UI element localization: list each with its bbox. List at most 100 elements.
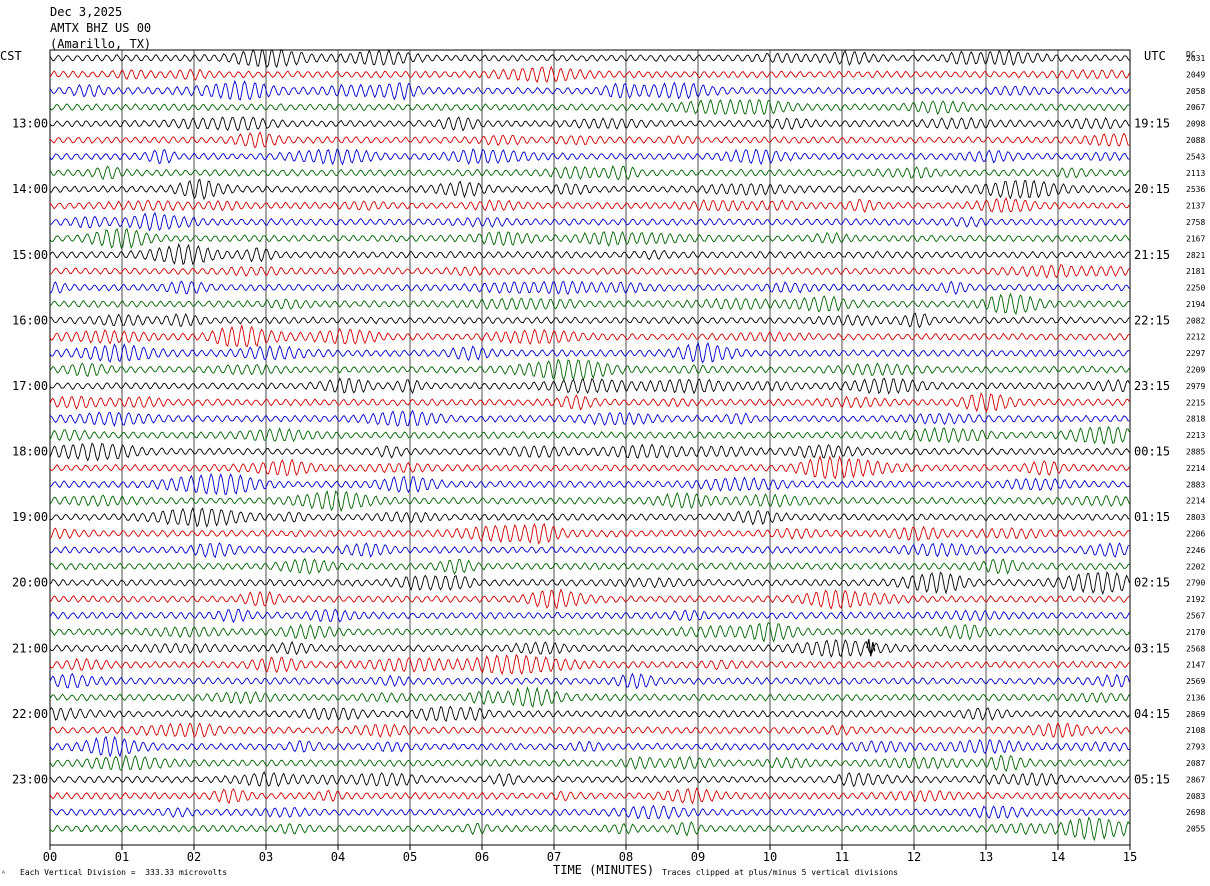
trace-line bbox=[49, 542, 1130, 559]
trace-line bbox=[49, 312, 1130, 329]
plot-frame bbox=[49, 49, 1131, 846]
trace-line bbox=[49, 490, 1130, 513]
x-tick-label: 15 bbox=[1123, 850, 1137, 864]
trace-line bbox=[49, 588, 1130, 610]
x-tick-label: 01 bbox=[115, 850, 129, 864]
trace-line bbox=[49, 735, 1130, 758]
trace-line bbox=[49, 79, 1130, 101]
utc-hour-label: 05:15 bbox=[1134, 772, 1170, 786]
trace-line bbox=[49, 522, 1130, 545]
dc-offset-label: 2250 bbox=[1186, 284, 1205, 293]
dc-offset-label: 2215 bbox=[1186, 398, 1205, 407]
trace-line bbox=[49, 323, 1130, 348]
dc-offset-label: 2979 bbox=[1186, 382, 1205, 391]
trace-line bbox=[49, 263, 1130, 279]
dc-offset-label: 2567 bbox=[1186, 611, 1205, 620]
trace-line bbox=[49, 653, 1130, 676]
dc-offset-label: 2136 bbox=[1186, 693, 1205, 702]
utc-hour-label: 19:15 bbox=[1134, 117, 1170, 131]
dc-offset-label: 2246 bbox=[1186, 546, 1205, 555]
trace-line bbox=[49, 358, 1130, 382]
utc-hour-label: 20:15 bbox=[1134, 182, 1170, 196]
trace-line bbox=[49, 472, 1130, 495]
cst-hour-label: 20:00 bbox=[12, 576, 48, 590]
dc-offset-label: 2147 bbox=[1186, 661, 1205, 670]
trace-line bbox=[49, 164, 1130, 181]
dc-offset-label: 2297 bbox=[1186, 349, 1205, 358]
header-date: Dec 3,2025 bbox=[50, 5, 123, 19]
dc-offset-label: 2194 bbox=[1186, 300, 1205, 309]
dc-offset-label: 2058 bbox=[1186, 87, 1205, 96]
trace-line bbox=[49, 392, 1130, 413]
utc-hour-label: 04:15 bbox=[1134, 707, 1170, 721]
trace-line bbox=[49, 787, 1130, 805]
dc-offset-label: 2202 bbox=[1186, 562, 1205, 571]
x-tick-label: 14 bbox=[1051, 850, 1065, 864]
event-spike bbox=[866, 639, 876, 657]
trace-line bbox=[49, 608, 1130, 624]
x-tick-label: 07 bbox=[547, 850, 561, 864]
utc-hour-label: 21:15 bbox=[1134, 248, 1170, 262]
dc-offset-label: 2790 bbox=[1186, 579, 1205, 588]
x-tick-label: 06 bbox=[475, 850, 489, 864]
header-station: AMTX BHZ US 00 bbox=[50, 21, 152, 35]
trace-line bbox=[49, 409, 1130, 427]
dc-offset-label: 2083 bbox=[1186, 792, 1205, 801]
utc-hour-label: 00:15 bbox=[1134, 445, 1170, 459]
trace-line bbox=[49, 148, 1130, 166]
cst-hour-label: 21:00 bbox=[12, 641, 48, 655]
trace-line bbox=[49, 48, 1130, 69]
trace-line bbox=[49, 131, 1130, 148]
x-tick-label: 00 bbox=[43, 850, 57, 864]
trace-line bbox=[49, 116, 1130, 132]
cst-hour-label: 13:00 bbox=[12, 117, 48, 131]
dc-offset-label: 2108 bbox=[1186, 726, 1205, 735]
dc-offset-label: 2869 bbox=[1186, 710, 1205, 719]
trace-line bbox=[49, 804, 1130, 820]
scale-marker-icon: ᴬ bbox=[1, 869, 6, 878]
dc-offset-label: 2209 bbox=[1186, 366, 1205, 375]
trace-line bbox=[49, 639, 1130, 659]
header-location: (Amarillo, TX) bbox=[50, 37, 152, 51]
dc-offset-label: 2137 bbox=[1186, 202, 1205, 211]
dc-offset-label: 2214 bbox=[1186, 464, 1205, 473]
cst-hour-label: 16:00 bbox=[12, 313, 48, 327]
utc-hour-label: 22:15 bbox=[1134, 313, 1170, 327]
trace-line bbox=[49, 570, 1130, 596]
trace-line bbox=[49, 705, 1130, 723]
x-tick-label: 12 bbox=[907, 850, 921, 864]
dc-offset-label: 2885 bbox=[1186, 448, 1205, 457]
dc-offset-label: 2867 bbox=[1186, 775, 1205, 784]
trace-line bbox=[49, 621, 1130, 643]
dc-offset-label: 2031 bbox=[1186, 54, 1205, 63]
trace-line bbox=[49, 98, 1130, 116]
cst-hour-label: 17:00 bbox=[12, 379, 48, 393]
dc-offset-label: 2192 bbox=[1186, 595, 1205, 604]
dc-offset-label: 2698 bbox=[1186, 808, 1205, 817]
dc-offset-label: 2212 bbox=[1186, 333, 1205, 342]
dc-offset-label: 2113 bbox=[1186, 169, 1205, 178]
dc-offset-label: 2067 bbox=[1186, 103, 1205, 112]
trace-line bbox=[49, 557, 1130, 575]
dc-offset-label: 2568 bbox=[1186, 644, 1205, 653]
x-tick-label: 13 bbox=[979, 850, 993, 864]
dc-offset-label: 2098 bbox=[1186, 120, 1205, 129]
utc-hour-label: 03:15 bbox=[1134, 641, 1170, 655]
trace-line bbox=[49, 672, 1130, 690]
footer-clip-note: Traces clipped at plus/minus 5 vertical … bbox=[662, 868, 899, 877]
cst-axis-title: CST bbox=[0, 49, 22, 63]
trace-line bbox=[49, 65, 1130, 84]
utc-axis-title: UTC bbox=[1144, 49, 1166, 63]
dc-offset-label: 2536 bbox=[1186, 185, 1205, 194]
trace-line bbox=[49, 722, 1130, 739]
footer-scale-note: Each Vertical Division = 333.33 microvol… bbox=[20, 868, 228, 877]
x-tick-label: 03 bbox=[259, 850, 273, 864]
dc-offset-label: 2088 bbox=[1186, 136, 1205, 145]
dc-offset-label: 2213 bbox=[1186, 431, 1205, 440]
trace-line bbox=[49, 455, 1130, 480]
utc-hour-label: 02:15 bbox=[1134, 576, 1170, 590]
dc-offset-label: 2087 bbox=[1186, 759, 1205, 768]
dc-offset-label: 2214 bbox=[1186, 497, 1205, 506]
utc-hour-label: 23:15 bbox=[1134, 379, 1170, 393]
